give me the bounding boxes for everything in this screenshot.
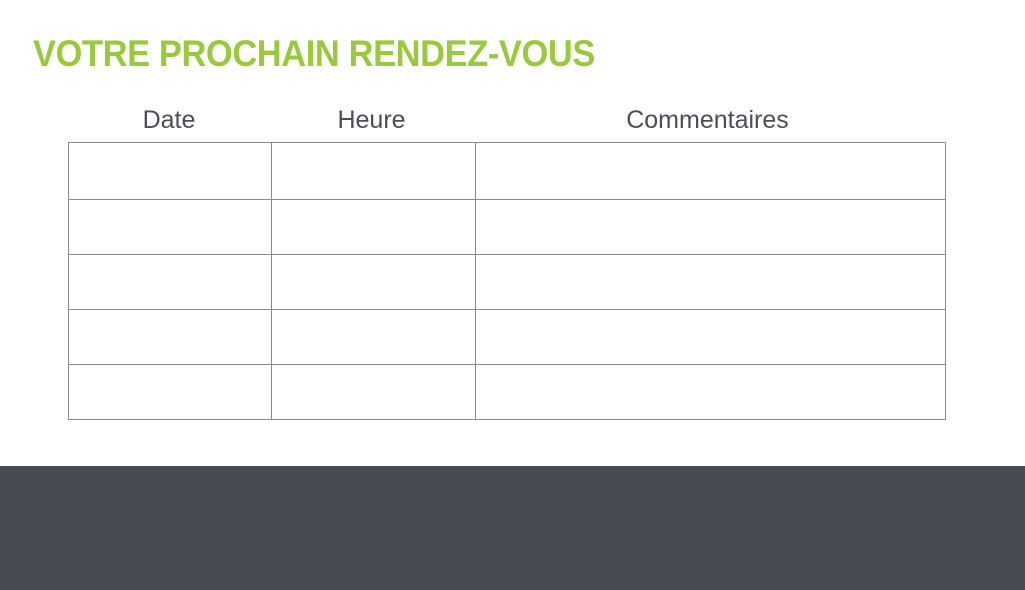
appointment-table [68, 142, 946, 420]
cell-heure[interactable] [271, 199, 476, 255]
column-header-heure: Heure [337, 105, 406, 134]
column-header-commentaires: Commentaires [626, 105, 789, 134]
table-row [68, 309, 946, 365]
table-row [68, 142, 946, 200]
appointment-table-body [68, 142, 946, 420]
table-row [68, 199, 946, 255]
cell-heure[interactable] [271, 364, 476, 420]
cell-commentaires[interactable] [475, 254, 946, 310]
cell-date[interactable] [68, 364, 272, 420]
footer-band [0, 466, 1025, 590]
cell-commentaires[interactable] [475, 364, 946, 420]
page-title: VOTRE PROCHAIN RENDEZ-VOUS [33, 33, 595, 74]
cell-commentaires[interactable] [475, 309, 946, 365]
table-column-headers: Date Heure Commentaires [68, 97, 942, 142]
table-row [68, 364, 946, 420]
cell-date[interactable] [68, 199, 272, 255]
cell-heure[interactable] [271, 254, 476, 310]
cell-date[interactable] [68, 142, 272, 200]
cell-commentaires[interactable] [475, 142, 946, 200]
cell-commentaires[interactable] [475, 199, 946, 255]
cell-date[interactable] [68, 309, 272, 365]
appointment-table-block: Date Heure Commentaires [68, 97, 946, 420]
cell-heure[interactable] [271, 309, 476, 365]
cell-date[interactable] [68, 254, 272, 310]
column-header-date: Date [142, 105, 196, 134]
table-row [68, 254, 946, 310]
cell-heure[interactable] [271, 142, 476, 200]
